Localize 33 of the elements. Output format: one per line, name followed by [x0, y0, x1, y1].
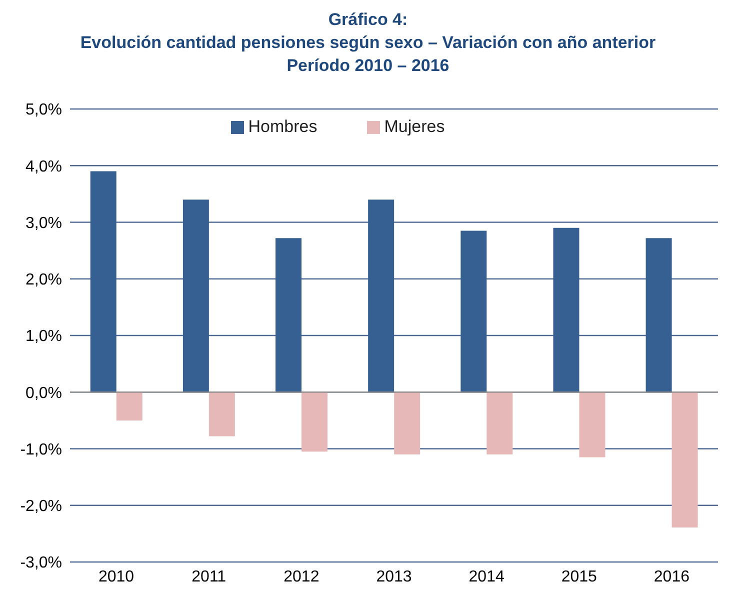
bar [486, 392, 513, 454]
bar [302, 392, 328, 452]
y-tick-label: 4,0% [26, 158, 62, 176]
bar [579, 392, 606, 458]
bar [672, 392, 698, 528]
legend-label: Hombres [248, 117, 318, 136]
y-tick-label: 0,0% [26, 384, 62, 402]
x-tick-label: 2010 [98, 568, 134, 586]
x-tick-label: 2016 [654, 568, 690, 586]
bar [90, 171, 116, 392]
y-tick-label: 2,0% [26, 272, 62, 289]
x-tick-label: 2013 [376, 568, 412, 586]
x-tick-label: 2015 [561, 568, 598, 586]
y-tick-label: 3,0% [26, 214, 62, 232]
bar [116, 392, 142, 420]
x-tick-label: 2011 [192, 568, 226, 586]
legend-label: Mujeres [384, 117, 445, 136]
bar [208, 392, 235, 436]
y-tick-label: -1,0% [20, 441, 62, 458]
x-tick-label: 2012 [284, 568, 320, 586]
bar [460, 230, 487, 392]
y-tick-label: -2,0% [20, 498, 62, 516]
chart-title: Gráfico 4: Evolución cantidad pensiones según sexo – Variación con año anterior Período 2010 – 2016 [79, 9, 657, 77]
y-tick-label: 5,0% [26, 102, 62, 119]
bar [276, 238, 302, 392]
bar [394, 392, 420, 454]
bar [368, 200, 394, 392]
bar [553, 228, 580, 392]
y-tick-label: 1,0% [26, 328, 62, 346]
bar [182, 200, 209, 392]
x-tick-label: 2014 [468, 568, 504, 586]
y-tick-label: -3,0% [20, 554, 62, 572]
bar [646, 238, 672, 392]
